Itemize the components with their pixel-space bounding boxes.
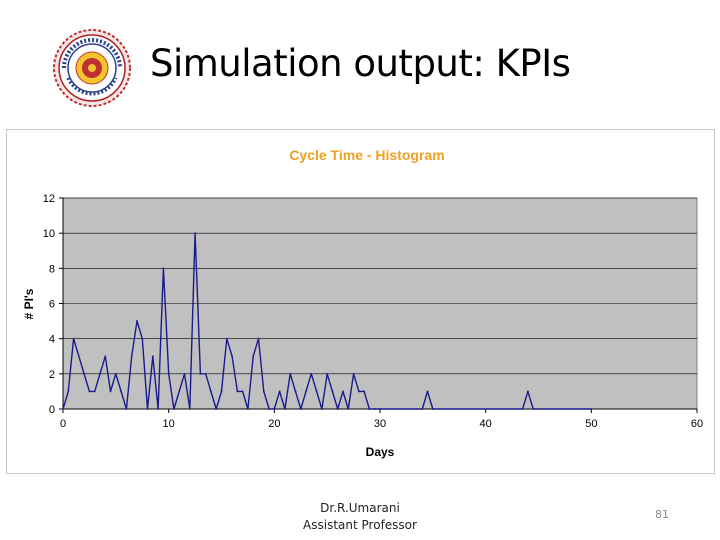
- data-point: [342, 390, 344, 393]
- data-point: [379, 408, 381, 410]
- data-point: [114, 372, 117, 375]
- data-point: [225, 337, 228, 340]
- data-point: [93, 390, 96, 393]
- x-tick-label: 30: [374, 418, 386, 430]
- x-tick-label: 0: [60, 418, 66, 430]
- data-point: [136, 320, 138, 322]
- data-point: [363, 390, 366, 393]
- data-point: [188, 408, 191, 410]
- author-role: Assistant Professor: [303, 518, 417, 532]
- data-point: [284, 408, 286, 410]
- data-point: [532, 408, 535, 410]
- data-point: [294, 390, 297, 393]
- data-point: [421, 408, 424, 410]
- data-point: [236, 390, 239, 393]
- data-point: [431, 408, 434, 410]
- data-point: [146, 408, 149, 410]
- y-tick-label: 2: [49, 369, 55, 381]
- data-point: [315, 390, 318, 393]
- institute-seal-icon: [52, 28, 132, 108]
- data-point: [99, 372, 101, 375]
- x-axis-label: Days: [366, 445, 395, 459]
- data-point: [130, 355, 133, 358]
- data-point: [326, 372, 329, 375]
- data-point: [104, 355, 107, 358]
- y-tick-label: 8: [49, 263, 55, 275]
- data-point: [347, 408, 350, 410]
- data-point: [83, 372, 86, 375]
- data-point: [204, 372, 207, 375]
- x-tick-label: 60: [691, 418, 703, 430]
- data-point: [231, 355, 233, 358]
- y-tick-label: 6: [49, 299, 55, 311]
- data-point: [210, 390, 212, 393]
- data-point: [173, 408, 175, 410]
- y-tick-label: 12: [43, 193, 55, 205]
- chart-title: Cycle Time - Histogram: [289, 147, 444, 163]
- data-point: [157, 408, 160, 410]
- data-point: [257, 337, 260, 340]
- data-point: [72, 337, 75, 340]
- y-axis-label: # PI's: [22, 288, 36, 319]
- data-point: [357, 390, 360, 393]
- data-point: [220, 390, 223, 393]
- data-point: [247, 408, 249, 410]
- data-point: [521, 408, 524, 410]
- data-point: [252, 355, 255, 358]
- data-point: [305, 390, 307, 393]
- data-point: [162, 267, 165, 270]
- x-tick-label: 20: [268, 418, 280, 430]
- data-point: [426, 390, 429, 393]
- data-point: [241, 390, 244, 393]
- data-point: [88, 390, 91, 393]
- author-credit: Dr.R.Umarani Assistant Professor: [280, 500, 440, 534]
- data-point: [199, 372, 202, 375]
- data-point: [62, 408, 64, 410]
- data-point: [336, 408, 339, 410]
- data-point: [527, 390, 529, 393]
- data-point: [352, 372, 355, 375]
- data-point: [120, 390, 123, 393]
- data-point: [109, 390, 112, 393]
- x-tick-label: 50: [585, 418, 597, 430]
- data-point: [289, 372, 292, 375]
- data-point: [331, 390, 334, 393]
- data-point: [320, 408, 323, 410]
- x-tick-label: 10: [163, 418, 175, 430]
- data-point: [262, 390, 265, 393]
- data-point: [178, 390, 181, 393]
- cycle-time-histogram-chart: Cycle Time - Histogram 0 2 4 6 8 10 12 0 10 20 30 4…: [22, 147, 703, 459]
- y-tick-label: 4: [49, 334, 55, 346]
- data-point: [141, 337, 144, 340]
- data-point: [590, 408, 593, 410]
- data-point: [310, 372, 313, 375]
- data-point: [183, 372, 186, 375]
- data-point: [125, 408, 128, 410]
- data-point: [194, 232, 196, 235]
- author-name: Dr.R.Umarani: [320, 501, 400, 515]
- data-point: [278, 390, 281, 393]
- data-point: [151, 355, 154, 358]
- data-point: [373, 408, 376, 410]
- chart-frame: Cycle Time - Histogram 0 2 4 6 8 10 12 0 10 20 30 4…: [6, 129, 715, 474]
- x-tick-label: 40: [480, 418, 492, 430]
- data-point: [368, 408, 371, 410]
- data-point: [215, 408, 218, 410]
- y-tick-label: 10: [43, 228, 55, 240]
- y-tick-label: 0: [49, 404, 55, 416]
- data-point: [167, 372, 170, 375]
- page-number: 81: [655, 508, 669, 521]
- data-point: [67, 390, 70, 393]
- slide-title: Simulation output: KPIs: [150, 42, 571, 85]
- data-point: [299, 408, 302, 410]
- data-point: [268, 408, 270, 410]
- data-point: [273, 408, 276, 410]
